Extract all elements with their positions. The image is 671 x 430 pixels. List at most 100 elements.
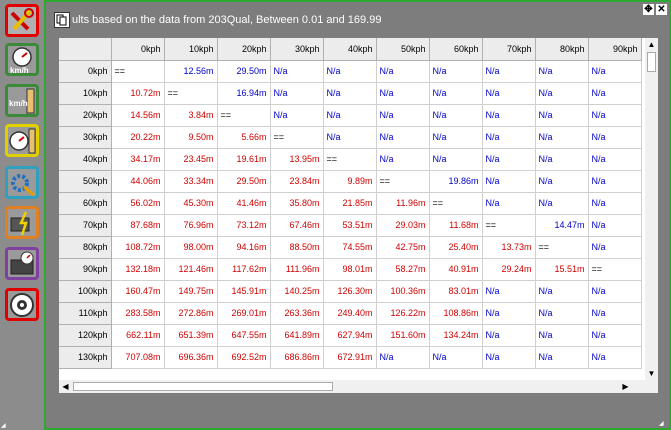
- table-cell[interactable]: N/a: [535, 346, 589, 369]
- table-cell[interactable]: 108.86m: [429, 302, 483, 325]
- table-cell[interactable]: 9.89m: [323, 170, 377, 193]
- table-cell[interactable]: N/a: [588, 104, 642, 127]
- table-cell[interactable]: 627.94m: [323, 324, 377, 347]
- row-header[interactable]: 120kph: [59, 324, 112, 347]
- table-cell[interactable]: 140.25m: [270, 280, 324, 303]
- table-cell[interactable]: N/a: [482, 148, 536, 171]
- row-header[interactable]: 40kph: [59, 148, 112, 171]
- table-cell[interactable]: 647.55m: [217, 324, 271, 347]
- table-cell[interactable]: N/a: [588, 126, 642, 149]
- table-cell[interactable]: 29.24m: [482, 258, 536, 281]
- table-cell[interactable]: N/a: [535, 104, 589, 127]
- column-header[interactable]: 90kph: [588, 38, 642, 61]
- table-cell[interactable]: ==: [270, 126, 324, 149]
- table-cell[interactable]: N/a: [588, 192, 642, 215]
- row-header[interactable]: 60kph: [59, 192, 112, 215]
- row-header[interactable]: 10kph: [59, 82, 112, 105]
- table-cell[interactable]: N/a: [535, 60, 589, 83]
- table-cell[interactable]: ==: [588, 258, 642, 281]
- table-cell[interactable]: N/a: [535, 126, 589, 149]
- table-cell[interactable]: 5.66m: [217, 126, 271, 149]
- table-cell[interactable]: N/a: [429, 82, 483, 105]
- table-cell[interactable]: N/a: [323, 82, 377, 105]
- row-header[interactable]: 30kph: [59, 126, 112, 149]
- table-cell[interactable]: 53.51m: [323, 214, 377, 237]
- table-cell[interactable]: 121.46m: [164, 258, 218, 281]
- scroll-right-icon[interactable]: ▶: [622, 382, 629, 391]
- table-cell[interactable]: 672.91m: [323, 346, 377, 369]
- table-cell[interactable]: 41.46m: [217, 192, 271, 215]
- table-cell[interactable]: ==: [535, 236, 589, 259]
- table-cell[interactable]: N/a: [429, 346, 483, 369]
- table-cell[interactable]: 44.06m: [111, 170, 165, 193]
- settings-button[interactable]: [5, 166, 39, 199]
- table-cell[interactable]: N/a: [323, 104, 377, 127]
- wheel-brake-button[interactable]: [5, 288, 39, 321]
- table-cell[interactable]: 16.94m: [217, 82, 271, 105]
- table-cell[interactable]: 126.30m: [323, 280, 377, 303]
- table-cell[interactable]: 98.01m: [323, 258, 377, 281]
- table-cell[interactable]: N/a: [588, 346, 642, 369]
- row-header[interactable]: 20kph: [59, 104, 112, 127]
- table-cell[interactable]: N/a: [535, 170, 589, 193]
- column-header[interactable]: 70kph: [482, 38, 536, 61]
- table-cell[interactable]: 25.40m: [429, 236, 483, 259]
- table-cell[interactable]: 29.50m: [217, 60, 271, 83]
- table-cell[interactable]: N/a: [588, 236, 642, 259]
- table-cell[interactable]: 272.86m: [164, 302, 218, 325]
- table-cell[interactable]: 76.96m: [164, 214, 218, 237]
- dashboard-button[interactable]: [5, 247, 39, 280]
- table-cell[interactable]: 33.34m: [164, 170, 218, 193]
- table-cell[interactable]: 132.18m: [111, 258, 165, 281]
- table-cell[interactable]: 134.24m: [429, 324, 483, 347]
- table-cell[interactable]: N/a: [270, 104, 324, 127]
- table-cell[interactable]: 100.36m: [376, 280, 430, 303]
- table-cell[interactable]: 83.01m: [429, 280, 483, 303]
- table-cell[interactable]: 94.16m: [217, 236, 271, 259]
- scroll-down-icon[interactable]: ▼: [647, 369, 656, 378]
- table-cell[interactable]: N/a: [482, 280, 536, 303]
- row-header[interactable]: 90kph: [59, 258, 112, 281]
- table-cell[interactable]: 42.75m: [376, 236, 430, 259]
- row-header[interactable]: 80kph: [59, 236, 112, 259]
- engine-power-button[interactable]: [5, 206, 39, 239]
- close-icon[interactable]: ✕: [656, 4, 667, 15]
- row-header[interactable]: 50kph: [59, 170, 112, 193]
- speed-gauge-button[interactable]: km/h: [5, 43, 39, 76]
- table-cell[interactable]: 696.36m: [164, 346, 218, 369]
- table-cell[interactable]: N/a: [482, 170, 536, 193]
- resize-grip-icon[interactable]: ◢: [659, 421, 664, 427]
- column-header[interactable]: 40kph: [323, 38, 377, 61]
- table-cell[interactable]: N/a: [376, 82, 430, 105]
- table-cell[interactable]: 58.27m: [376, 258, 430, 281]
- table-cell[interactable]: N/a: [535, 302, 589, 325]
- table-cell[interactable]: N/a: [482, 126, 536, 149]
- table-cell[interactable]: 126.22m: [376, 302, 430, 325]
- table-cell[interactable]: N/a: [429, 104, 483, 127]
- table-cell[interactable]: 67.46m: [270, 214, 324, 237]
- row-header[interactable]: 100kph: [59, 280, 112, 303]
- table-cell[interactable]: N/a: [535, 280, 589, 303]
- table-cell[interactable]: 11.96m: [376, 192, 430, 215]
- table-cell[interactable]: 12.56m: [164, 60, 218, 83]
- table-cell[interactable]: 283.58m: [111, 302, 165, 325]
- table-cell[interactable]: ==: [482, 214, 536, 237]
- table-cell[interactable]: 73.12m: [217, 214, 271, 237]
- table-cell[interactable]: 56.02m: [111, 192, 165, 215]
- table-cell[interactable]: 151.60m: [376, 324, 430, 347]
- table-cell[interactable]: N/a: [535, 148, 589, 171]
- table-cell[interactable]: N/a: [588, 324, 642, 347]
- table-cell[interactable]: 45.30m: [164, 192, 218, 215]
- speed-ruler-button[interactable]: km/h: [5, 84, 39, 117]
- table-cell[interactable]: 686.86m: [270, 346, 324, 369]
- table-cell[interactable]: N/a: [482, 104, 536, 127]
- table-cell[interactable]: N/a: [323, 60, 377, 83]
- column-header[interactable]: 30kph: [270, 38, 324, 61]
- table-cell[interactable]: N/a: [376, 148, 430, 171]
- table-cell[interactable]: N/a: [270, 82, 324, 105]
- table-cell[interactable]: N/a: [535, 324, 589, 347]
- table-cell[interactable]: 19.86m: [429, 170, 483, 193]
- table-cell[interactable]: 9.50m: [164, 126, 218, 149]
- table-cell[interactable]: N/a: [376, 346, 430, 369]
- sidebar-resize-icon[interactable]: ◢: [1, 423, 6, 429]
